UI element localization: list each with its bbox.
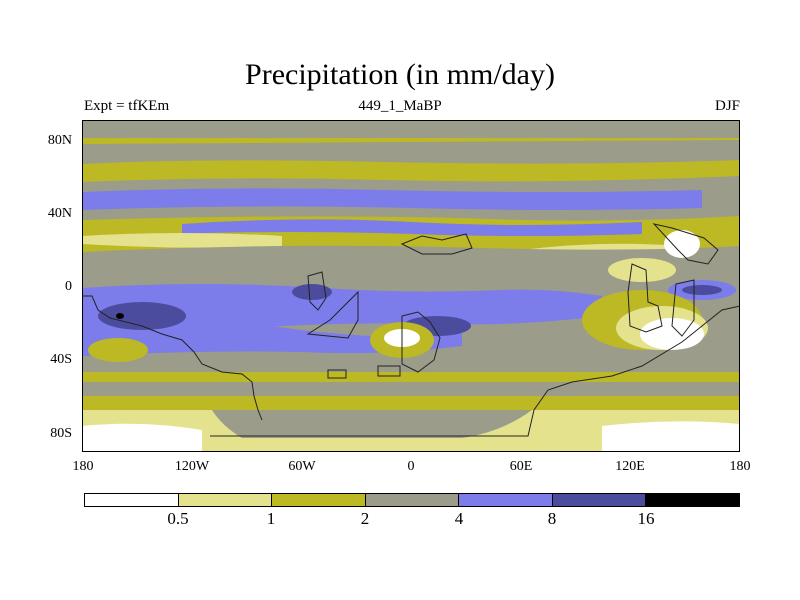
south-olive-band-2 bbox=[82, 396, 740, 410]
colorbar-box-dark-blue bbox=[552, 494, 647, 506]
colorbar-box-black bbox=[646, 494, 740, 506]
antarctic-interior-gray bbox=[212, 410, 532, 438]
island-outline-2 bbox=[377, 365, 401, 377]
xlabel-180-west: 180 bbox=[72, 459, 94, 474]
antarctic-coast-line bbox=[210, 305, 740, 437]
east-pacific-dark bbox=[682, 285, 722, 295]
colorbar-box-light-yellow bbox=[178, 494, 273, 506]
colorbar-box-gray bbox=[365, 494, 460, 506]
xlabel-120w: 120W bbox=[174, 459, 210, 474]
map-border bbox=[82, 120, 740, 452]
colorbar bbox=[84, 493, 740, 507]
south-olive-band bbox=[82, 372, 740, 382]
dry-white-australia bbox=[640, 318, 704, 350]
southern-africa-outline bbox=[401, 311, 441, 373]
north-dry-patch-west bbox=[82, 233, 282, 248]
period-label: 449_1_MaBP bbox=[358, 98, 442, 114]
dry-yellow-asia bbox=[608, 258, 676, 282]
ylabel-0: 0 bbox=[65, 279, 72, 294]
precipitation-map bbox=[82, 120, 740, 452]
xlabel-60e: 60E bbox=[509, 459, 533, 474]
coastlines bbox=[82, 223, 740, 437]
maritime-continent-outline bbox=[627, 263, 663, 333]
ylabel-80n: 80N bbox=[47, 133, 72, 148]
xlabel-120e: 120E bbox=[615, 459, 645, 474]
south-america-outline bbox=[306, 290, 359, 339]
colorbar-box-white bbox=[85, 494, 179, 506]
pacific-coast-line bbox=[82, 295, 263, 421]
north-africa-outline bbox=[400, 233, 473, 255]
arctic-band bbox=[82, 120, 740, 138]
ylabel-40n: 40N bbox=[47, 206, 72, 221]
experiment-label: Expt = tfKEm bbox=[84, 98, 170, 114]
north-gray-band bbox=[82, 140, 740, 164]
heavy-rain-central bbox=[292, 284, 332, 300]
ylabel-80s: 80S bbox=[50, 426, 72, 441]
colorbar-box-olive bbox=[272, 494, 366, 506]
australia-outline bbox=[671, 279, 695, 337]
colorbar-label: 8 bbox=[547, 509, 557, 528]
central-america-outline bbox=[307, 271, 327, 311]
colorbar-label: 4 bbox=[454, 509, 464, 528]
north-subtropical-blue bbox=[182, 219, 642, 236]
xlabel-0: 0 bbox=[407, 459, 415, 474]
season-label: DJF bbox=[714, 98, 740, 114]
antarctic-white-east bbox=[602, 421, 740, 452]
south-gray-band bbox=[82, 382, 740, 396]
asia-outline bbox=[652, 223, 719, 265]
colorbar-box-blue bbox=[459, 494, 553, 506]
colorbar-label: 0.5 bbox=[167, 509, 189, 528]
extreme-rain-spot bbox=[116, 313, 124, 319]
heavy-rain-west-pacific bbox=[98, 302, 186, 330]
xlabel-180-east: 180 bbox=[729, 459, 751, 474]
xlabel-60w: 60W bbox=[288, 459, 316, 474]
colorbar-label: 2 bbox=[360, 509, 370, 528]
colorbar-label: 1 bbox=[266, 509, 276, 528]
ylabel-40s: 40S bbox=[50, 352, 72, 367]
island-outline bbox=[327, 369, 347, 379]
colorbar-label: 16 bbox=[637, 509, 655, 528]
dry-olive-west bbox=[88, 338, 148, 362]
page-title: Precipitation (in mm/day) bbox=[245, 58, 555, 91]
antarctic-white-west bbox=[82, 423, 202, 452]
dry-white-asia bbox=[664, 230, 700, 258]
storm-track-blue bbox=[82, 188, 702, 210]
